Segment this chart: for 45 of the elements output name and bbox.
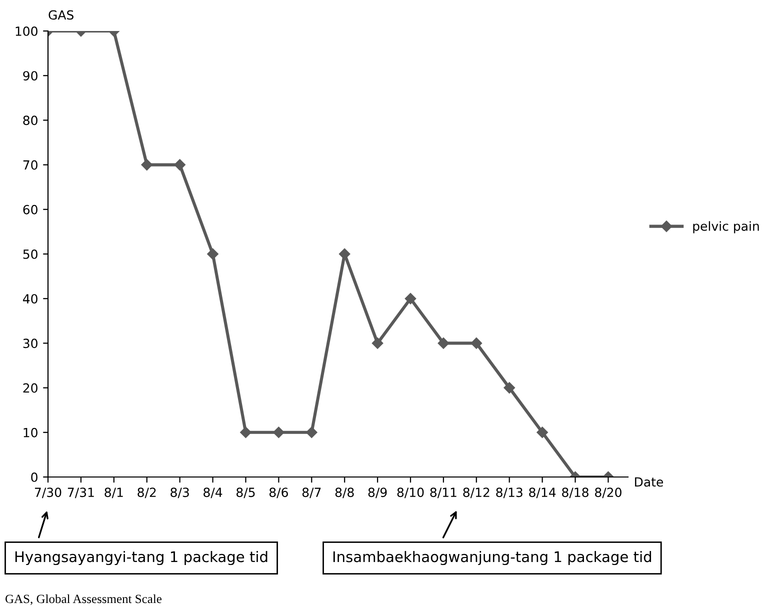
x-tick-label: 8/13 [496,488,522,498]
y-tick-label: 20 [23,383,38,393]
point [438,338,450,349]
x-axis-title: Date [635,477,664,487]
point [306,426,318,438]
x-tick-label: 8/14 [529,488,556,498]
y-tick-label: 0 [31,472,38,482]
point [273,426,284,438]
y-tick-label: 90 [23,71,38,81]
x-tick-label: 8/3 [170,488,189,498]
y-axis-title: GAS [48,10,74,20]
point [536,426,548,438]
x-tick-label: 8/1 [104,488,123,498]
text: Insambaekhaogwanjung-tang 1 package tid [333,550,652,566]
x-tick-label: 7/30 [34,488,62,498]
point [240,426,252,438]
y-tick-label: 50 [23,249,38,259]
text: Hyangsayangyi-tang 1 package tid [15,550,268,566]
point [372,338,384,349]
y-tick-label: 10 [24,428,38,438]
legend-label: pelvic pain [693,221,759,234]
x-tick-label: 7/31 [68,488,94,498]
x-tick-label: 8/10 [397,488,424,498]
x-tick-label: 8/2 [138,488,156,498]
text: GAS, Global Assessment Scale [6,594,162,605]
x-tick-label: 8/4 [204,488,222,498]
x-tick-label: 8/11 [430,488,456,498]
x-tick-label: 8/7 [302,488,321,498]
y-tick-label: 40 [22,294,38,304]
x-tick-label: 8/8 [335,488,354,498]
y-tick-label: 60 [23,204,38,214]
y-tick-label: 80 [23,116,38,126]
y-tick-label: 70 [23,160,38,170]
point [504,382,515,394]
x-tick-label: 8/9 [368,488,387,498]
y-tick-label: 30 [23,338,38,348]
y-tick-label: 100 [16,26,38,36]
point [207,248,218,260]
x-tick-label: 8/18 [562,488,588,498]
point [404,292,416,304]
point [470,338,482,349]
x-tick-label: 8/20 [595,488,622,498]
x-tick-label: 8/5 [236,488,255,498]
x-tick-label: 8/12 [463,488,490,498]
x-tick-label: 8/6 [269,488,288,498]
